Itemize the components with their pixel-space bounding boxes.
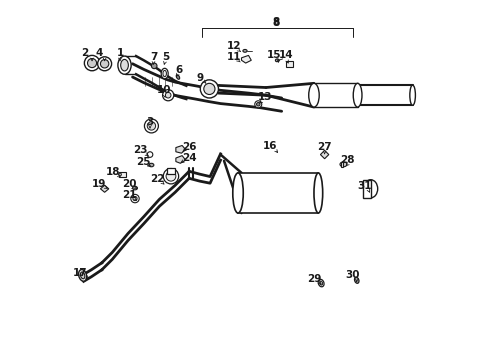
Circle shape (257, 103, 260, 106)
Circle shape (200, 80, 219, 98)
Text: 21: 21 (122, 190, 136, 200)
Circle shape (166, 93, 171, 98)
Text: 3: 3 (147, 117, 154, 127)
Ellipse shape (118, 56, 131, 74)
Bar (341, 162, 343, 167)
Text: 8: 8 (272, 17, 279, 27)
Text: 28: 28 (340, 155, 354, 165)
Ellipse shape (353, 83, 362, 107)
Ellipse shape (340, 162, 347, 167)
Polygon shape (100, 185, 109, 192)
Circle shape (166, 171, 176, 181)
Ellipse shape (364, 180, 378, 198)
Ellipse shape (119, 173, 122, 176)
Text: 4: 4 (96, 48, 103, 58)
Text: 2: 2 (81, 48, 88, 58)
Ellipse shape (410, 85, 416, 105)
Text: 5: 5 (162, 52, 169, 62)
Text: 9: 9 (196, 73, 203, 83)
Text: 20: 20 (122, 179, 136, 189)
Circle shape (204, 83, 215, 94)
Text: 11: 11 (226, 52, 241, 62)
Circle shape (147, 122, 156, 130)
Text: 30: 30 (345, 270, 360, 280)
Text: 7: 7 (150, 52, 157, 62)
Text: 13: 13 (258, 92, 272, 102)
Text: 6: 6 (175, 65, 182, 75)
Polygon shape (176, 145, 186, 153)
Ellipse shape (149, 163, 154, 167)
Text: 18: 18 (106, 167, 120, 177)
Ellipse shape (121, 59, 128, 71)
Circle shape (163, 168, 179, 184)
Bar (363, 180, 371, 198)
Ellipse shape (314, 173, 323, 213)
Polygon shape (176, 156, 186, 163)
Ellipse shape (243, 49, 247, 52)
Text: 12: 12 (226, 41, 241, 51)
Ellipse shape (275, 59, 279, 62)
Circle shape (145, 119, 158, 133)
Circle shape (133, 197, 137, 201)
Text: 17: 17 (73, 268, 88, 278)
Text: 29: 29 (307, 274, 321, 284)
Text: 1: 1 (116, 48, 123, 58)
Ellipse shape (78, 270, 87, 281)
Circle shape (88, 59, 97, 68)
Polygon shape (242, 55, 251, 63)
Circle shape (147, 152, 153, 157)
Bar (167, 168, 175, 174)
Text: 22: 22 (150, 174, 164, 184)
Text: 27: 27 (318, 142, 332, 152)
Circle shape (100, 59, 109, 68)
Circle shape (131, 194, 139, 203)
Text: 23: 23 (133, 145, 147, 156)
Circle shape (98, 57, 112, 71)
Circle shape (255, 101, 262, 108)
Bar (238, 173, 318, 213)
Text: 26: 26 (182, 142, 196, 152)
Circle shape (163, 90, 174, 101)
Text: 24: 24 (182, 153, 196, 163)
Circle shape (84, 55, 100, 71)
Ellipse shape (309, 83, 319, 107)
Ellipse shape (354, 277, 359, 283)
Ellipse shape (80, 272, 85, 279)
Bar (286, 61, 293, 67)
Ellipse shape (176, 75, 180, 79)
Ellipse shape (318, 279, 324, 287)
Polygon shape (320, 150, 329, 159)
Text: 14: 14 (279, 50, 294, 60)
Ellipse shape (133, 186, 138, 190)
Ellipse shape (319, 281, 322, 285)
Circle shape (151, 63, 157, 69)
Text: 8: 8 (272, 18, 279, 28)
Bar (314, 83, 358, 107)
Ellipse shape (233, 173, 243, 213)
Text: 25: 25 (136, 157, 150, 167)
Text: 15: 15 (267, 50, 281, 60)
Text: 19: 19 (92, 179, 106, 189)
Bar (119, 172, 125, 177)
Text: 16: 16 (263, 141, 277, 151)
Ellipse shape (161, 68, 168, 79)
Ellipse shape (163, 71, 167, 77)
Text: 31: 31 (357, 181, 372, 191)
Text: 10: 10 (157, 85, 171, 95)
